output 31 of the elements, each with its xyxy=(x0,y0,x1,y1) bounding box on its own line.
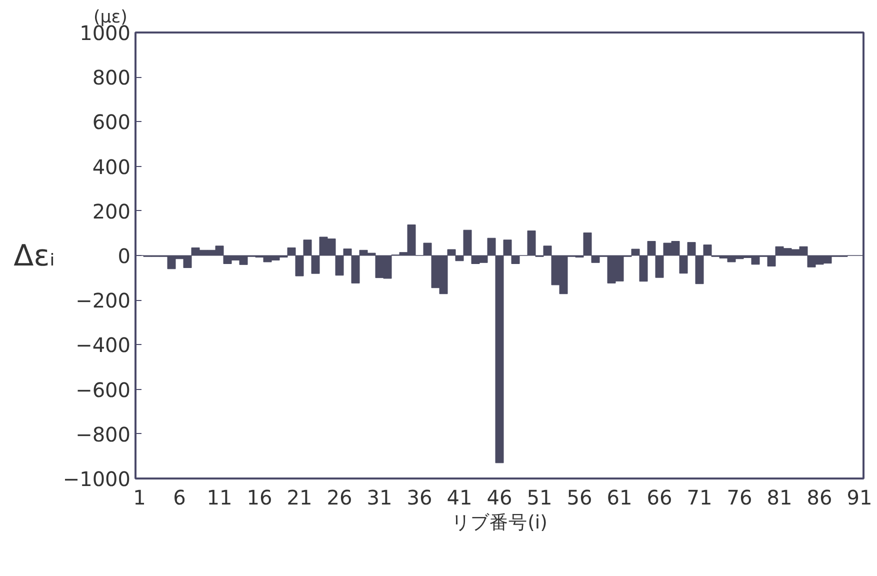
x-tick-label: 41 xyxy=(446,486,472,510)
y-tick-label: −800 xyxy=(76,422,131,446)
x-tick-label: 46 xyxy=(486,486,512,510)
x-tick-label: 56 xyxy=(566,486,592,510)
y-tick-label: −200 xyxy=(76,288,131,313)
x-tick-label: 76 xyxy=(726,486,752,510)
y-tick-label: 200 xyxy=(92,199,131,224)
y-tick-label: 600 xyxy=(92,110,131,134)
y-axis-title: Δεᵢ xyxy=(14,238,55,272)
y-tick-label: −1000 xyxy=(62,467,130,491)
x-tick-label: 21 xyxy=(286,486,312,510)
x-tick-label: 36 xyxy=(406,486,432,510)
y-tick-label: 400 xyxy=(92,154,131,179)
y-tick-label: 800 xyxy=(92,66,131,90)
x-tick-label: 71 xyxy=(686,486,712,510)
x-tick-label: 61 xyxy=(606,486,632,510)
y-tick-label: −400 xyxy=(76,333,131,358)
y-tick-label: 0 xyxy=(118,244,131,268)
x-tick-label: 51 xyxy=(526,486,552,510)
x-tick-label: 86 xyxy=(806,486,832,510)
x-tick-label: 1 xyxy=(133,486,146,510)
x-tick-label: 26 xyxy=(326,486,352,510)
x-tick-label: 81 xyxy=(766,486,792,510)
x-axis-title: リブ番号(i) xyxy=(452,512,548,534)
y-tick-label: −600 xyxy=(76,378,131,402)
x-tick-label: 91 xyxy=(846,486,872,510)
x-tick-label: 16 xyxy=(246,486,272,510)
x-tick-label: 11 xyxy=(206,486,232,510)
x-tick-label: 6 xyxy=(173,486,186,510)
x-tick-label: 31 xyxy=(366,486,392,510)
x-tick-label: 66 xyxy=(646,486,672,510)
